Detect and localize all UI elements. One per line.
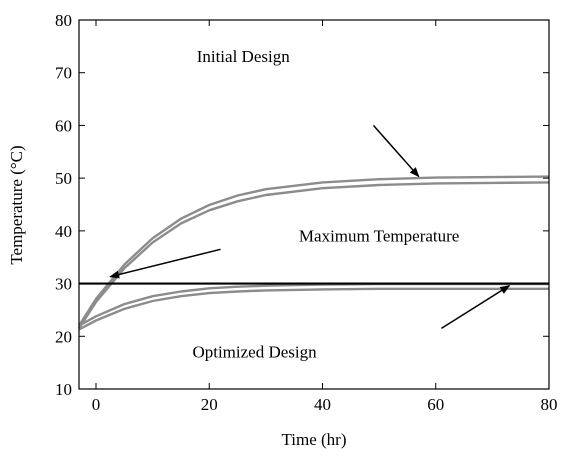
annotation-label-2: Optimized Design bbox=[192, 342, 317, 361]
series-line-3 bbox=[78, 287, 549, 331]
series-line-1 bbox=[77, 181, 550, 330]
y-tick-label-0: 10 bbox=[55, 380, 72, 399]
x-tick-label-3: 60 bbox=[427, 395, 444, 414]
annotation-label-0: Initial Design bbox=[197, 47, 291, 66]
annotation-arrow-2 bbox=[441, 285, 511, 330]
y-tick-label-5: 60 bbox=[55, 116, 72, 135]
plot-layer: Initial Design Maximum Temperature Optimiz… bbox=[77, 47, 550, 361]
x-tick-label-0: 0 bbox=[92, 395, 101, 414]
annotation-arrow-1 bbox=[109, 248, 221, 279]
x-axis-label: Time (hr) bbox=[281, 430, 346, 449]
annotation-label-1: Maximum Temperature bbox=[299, 226, 459, 245]
y-tick-label-1: 20 bbox=[55, 327, 72, 346]
y-tick-label-3: 40 bbox=[55, 222, 72, 241]
annotation-arrow-0 bbox=[372, 124, 420, 178]
y-tick-label-7: 80 bbox=[55, 11, 72, 30]
x-tick-label-4: 80 bbox=[541, 395, 558, 414]
series-line-0 bbox=[77, 175, 550, 327]
y-axis-label: Temperature (°C) bbox=[7, 145, 26, 264]
y-tick-label-6: 70 bbox=[55, 64, 72, 83]
axes-layer: 0 20 40 60 80 10 20 30 40 50 60 70 80 bbox=[55, 11, 558, 414]
y-tick-label-4: 50 bbox=[55, 169, 72, 188]
x-tick-label-2: 40 bbox=[314, 395, 331, 414]
x-tick-label-1: 20 bbox=[201, 395, 218, 414]
plot-frame bbox=[78, 19, 550, 390]
y-tick-label-2: 30 bbox=[55, 275, 72, 294]
